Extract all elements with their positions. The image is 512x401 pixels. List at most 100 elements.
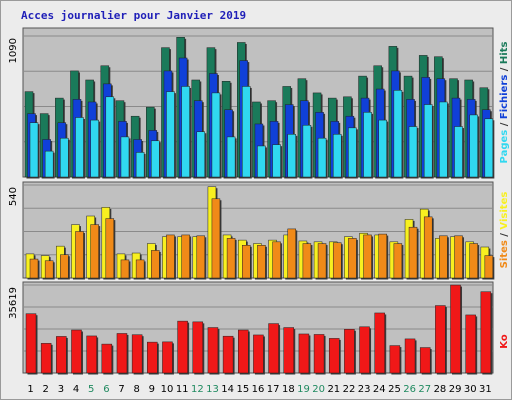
pages-bar	[226, 136, 236, 178]
x-tick-label: 1	[27, 384, 33, 395]
pages-bar	[44, 150, 54, 178]
sites-bar	[90, 224, 99, 279]
x-tick-label: 3	[58, 384, 64, 395]
x-tick-label: 28	[434, 384, 447, 395]
sites-bar	[332, 242, 342, 279]
sites-bar	[469, 243, 478, 279]
legend-label: Pages / Fichiers / Hits	[499, 42, 510, 164]
kb-bar	[177, 320, 188, 374]
x-tick-label: 9	[149, 384, 155, 395]
kb-bar	[162, 341, 173, 374]
kb-bar	[222, 335, 234, 374]
kb-bar	[71, 329, 82, 374]
x-tick-label: 23	[358, 384, 371, 395]
x-tick-label: 5	[88, 384, 94, 395]
pages-bar	[378, 119, 387, 178]
pages-bar	[196, 131, 206, 178]
sites-bar	[302, 243, 312, 279]
x-tick-label: 4	[73, 384, 79, 395]
kb-bar	[480, 291, 492, 374]
sites-bar	[120, 259, 130, 279]
x-tick-label: 8	[134, 384, 140, 395]
sites-bar	[75, 231, 84, 279]
kb-bar	[298, 333, 310, 374]
sites-bar	[484, 255, 494, 279]
kb-bar	[40, 343, 52, 374]
pages-bar	[408, 126, 418, 178]
pages-bar	[90, 119, 99, 178]
x-tick-label: 27	[418, 384, 431, 395]
sites-bar	[378, 233, 387, 279]
pages-bar	[151, 140, 160, 178]
kb-bar	[328, 338, 340, 374]
pages-bar	[166, 91, 175, 178]
sites-bar	[29, 258, 39, 279]
kb-bar	[116, 333, 128, 374]
kb-bar	[359, 326, 370, 374]
kb-bar	[25, 313, 37, 374]
kb-bar	[450, 284, 461, 374]
sites-bar	[454, 235, 463, 279]
kb-bar	[389, 345, 401, 374]
x-tick-label: 17	[267, 384, 280, 395]
kb-bar	[435, 305, 446, 374]
x-tick-label: 30	[464, 384, 477, 395]
chart-title: Acces journalier pour Janvier 2019	[21, 9, 247, 22]
kb-bar	[192, 321, 204, 374]
y-axis-max-label: 540	[8, 187, 19, 206]
kb-bar	[344, 329, 355, 374]
kb-bar	[207, 327, 219, 374]
x-tick-label: 21	[327, 384, 340, 395]
x-tick-label: 11	[176, 384, 189, 395]
sites-bar	[408, 226, 418, 279]
pages-bar	[120, 136, 130, 178]
pages-bar	[242, 86, 251, 178]
pages-bar	[454, 126, 463, 178]
sites-bar	[151, 250, 160, 279]
pages-bar	[423, 104, 433, 178]
sites-bar	[166, 234, 175, 279]
y-axis-max-label: 1090	[8, 38, 19, 63]
sites-bar	[363, 234, 372, 279]
x-tick-label: 16	[252, 384, 265, 395]
x-tick-label: 31	[479, 384, 492, 395]
kb-bar	[404, 338, 416, 374]
kb-bar	[419, 347, 431, 374]
x-tick-label: 29	[449, 384, 462, 395]
sites-bar	[44, 260, 54, 279]
sites-bar	[60, 254, 69, 279]
pages-bar	[317, 137, 327, 178]
kb-bar	[283, 327, 294, 374]
sites-bar	[348, 238, 357, 279]
pages-bar	[211, 92, 221, 178]
kb-bar	[238, 329, 249, 374]
kb-bar	[374, 312, 385, 374]
x-tick-label: 24	[373, 384, 386, 395]
sites-bar	[317, 243, 327, 279]
x-tick-label: 12	[191, 384, 204, 395]
x-tick-label: 25	[388, 384, 401, 395]
pages-bar	[363, 112, 372, 178]
y-axis-max-label: 35619	[8, 287, 19, 319]
kb-bar	[313, 334, 325, 374]
x-tick-label: 13	[206, 384, 219, 395]
legend-label: Ko	[499, 334, 510, 349]
pages-bar	[439, 101, 448, 178]
sites-bar	[439, 235, 448, 279]
pages-bar	[257, 145, 266, 178]
x-tick-label: 26	[403, 384, 416, 395]
sites-bar	[181, 234, 190, 279]
pages-bar	[29, 122, 39, 178]
kb-bar	[131, 334, 143, 374]
kb-bar	[465, 314, 476, 374]
pages-bar	[469, 114, 478, 178]
x-tick-label: 2	[43, 384, 49, 395]
pages-bar	[60, 137, 69, 178]
kb-bar	[253, 334, 264, 374]
legend-label: Sites / Visites	[499, 192, 510, 269]
pages-bar	[105, 96, 115, 178]
sites-bar	[196, 235, 206, 279]
kb-bar	[268, 323, 279, 374]
